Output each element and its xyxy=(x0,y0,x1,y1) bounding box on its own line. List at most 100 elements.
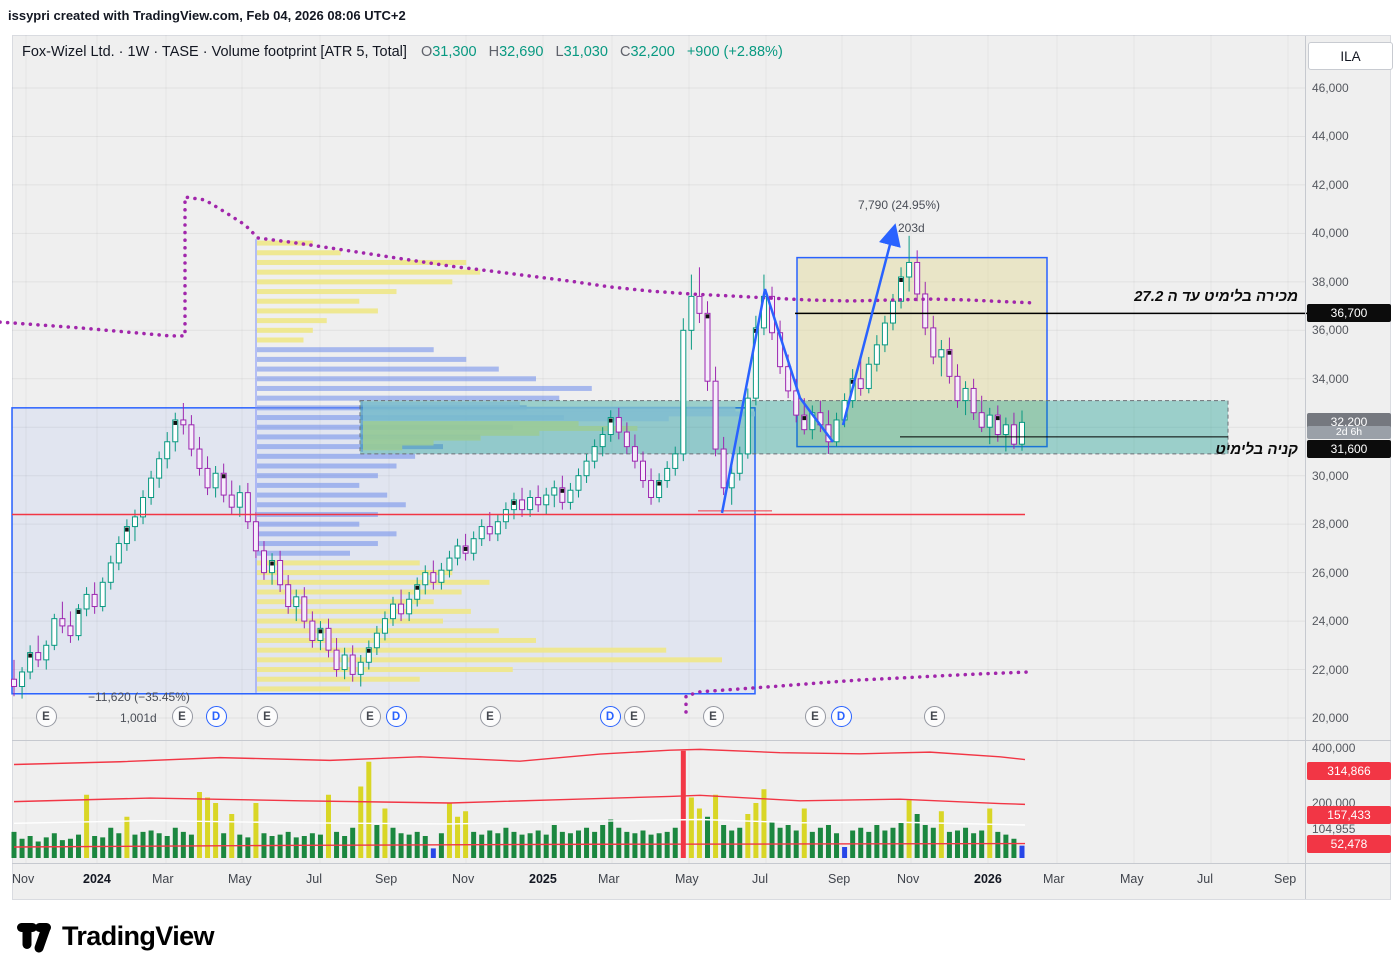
volume-bar xyxy=(67,838,73,858)
volume-indicator-line xyxy=(13,818,1026,826)
measure-down-days: 1,001d xyxy=(120,711,157,725)
earnings-marker[interactable]: E xyxy=(623,706,645,727)
dividend-marker[interactable]: D xyxy=(385,706,407,727)
volume-bar xyxy=(842,847,848,858)
volume-bar xyxy=(995,831,1001,858)
volume-bar xyxy=(753,803,759,858)
volume-bar xyxy=(616,827,622,858)
volume-bar xyxy=(567,833,573,858)
candle xyxy=(252,512,259,559)
candle xyxy=(502,502,509,529)
candle xyxy=(583,453,590,483)
volume-bar xyxy=(890,827,896,858)
symbol-title: Fox-Wizel Ltd. · 1W · TASE · Volume foot… xyxy=(22,44,407,60)
volume-bar xyxy=(769,822,775,858)
volume-profile-main xyxy=(255,239,722,693)
volume-bar xyxy=(817,827,823,858)
axis-tick: 38,000 xyxy=(1312,274,1349,289)
axis-tick: 20,000 xyxy=(1312,711,1349,725)
candle xyxy=(244,482,251,529)
earnings-marker[interactable]: E xyxy=(359,706,381,727)
time-tick: Nov xyxy=(897,872,920,886)
candle xyxy=(212,466,219,498)
volume-bar xyxy=(245,837,251,858)
volume-bar xyxy=(898,822,904,858)
volume-bar xyxy=(543,834,549,858)
volume-bar xyxy=(51,833,57,858)
volume-bar xyxy=(584,827,590,858)
candle xyxy=(446,550,453,578)
volume-bar xyxy=(124,816,130,858)
earnings-marker[interactable]: E xyxy=(256,706,278,727)
measure-arrow[interactable] xyxy=(841,223,901,426)
candle xyxy=(914,250,921,302)
earnings-marker[interactable]: E xyxy=(702,706,724,727)
candle xyxy=(277,550,284,592)
volume-bar xyxy=(608,819,614,858)
candle xyxy=(349,645,356,682)
candle xyxy=(148,470,155,505)
measure-down-value: −11,620 (−35.45%) xyxy=(88,690,190,704)
earnings-marker[interactable]: E xyxy=(479,706,501,727)
volume-bar xyxy=(196,792,202,858)
candle xyxy=(333,638,340,677)
time-tick: Sep xyxy=(828,872,851,886)
candle xyxy=(301,587,308,629)
volume-bar xyxy=(35,841,41,858)
earnings-marker[interactable]: E xyxy=(923,706,945,727)
candle xyxy=(744,388,751,459)
range-box-right[interactable] xyxy=(796,256,1048,448)
candle xyxy=(204,456,211,496)
volume-badge: 157,433 xyxy=(1307,805,1391,824)
volume-bar xyxy=(680,750,686,858)
time-tick: Nov xyxy=(12,872,35,886)
candle xyxy=(414,577,421,607)
volume-indicator-line xyxy=(13,748,1026,766)
axis-tick: 400,000 xyxy=(1312,741,1356,755)
candle xyxy=(35,635,42,668)
time-tick: 2024 xyxy=(83,872,111,886)
tradingview-logo[interactable]: TradingView xyxy=(16,918,215,954)
volume-bar xyxy=(213,803,219,858)
candle xyxy=(309,611,316,648)
volume-bar xyxy=(11,831,17,858)
volume-bar xyxy=(922,825,928,858)
currency-button[interactable]: ILA xyxy=(1308,42,1393,70)
ohlc-close: C32,200 xyxy=(619,44,675,60)
candle xyxy=(196,436,203,476)
volume-bar xyxy=(696,808,702,858)
dividend-marker[interactable]: D xyxy=(205,706,227,727)
earnings-marker[interactable]: E xyxy=(171,706,193,727)
candle xyxy=(115,536,122,571)
candle xyxy=(220,463,227,503)
earnings-marker[interactable]: E xyxy=(804,706,826,727)
axis-tick: 28,000 xyxy=(1312,517,1349,532)
candle xyxy=(946,337,953,384)
attribution-text: issypri created with TradingView.com, Fe… xyxy=(8,8,406,23)
volume-bar xyxy=(59,840,65,858)
candle xyxy=(873,335,880,372)
volume-badge: 314,866 xyxy=(1307,762,1391,781)
volume-bar xyxy=(253,803,259,858)
volume-bar xyxy=(1019,845,1025,858)
volume-bar xyxy=(737,827,743,858)
candle xyxy=(519,487,526,517)
volume-bar xyxy=(269,836,275,858)
dividend-marker[interactable]: D xyxy=(830,706,852,727)
volume-profile-band xyxy=(361,400,755,452)
trend-line[interactable] xyxy=(720,288,835,514)
axis-tick: 46,000 xyxy=(1312,81,1349,95)
candle xyxy=(1002,417,1009,452)
time-tick: Jul xyxy=(1197,872,1213,886)
time-tick: Jul xyxy=(752,872,768,886)
volume-layer xyxy=(11,748,1026,858)
candle xyxy=(59,601,66,634)
candle xyxy=(164,432,171,469)
dividend-marker[interactable]: D xyxy=(599,706,621,727)
volume-bar xyxy=(164,836,170,858)
earnings-marker[interactable]: E xyxy=(35,706,57,727)
symbol-header: Fox-Wizel Ltd. · 1W · TASE · Volume foot… xyxy=(22,44,783,60)
candle xyxy=(180,403,187,435)
